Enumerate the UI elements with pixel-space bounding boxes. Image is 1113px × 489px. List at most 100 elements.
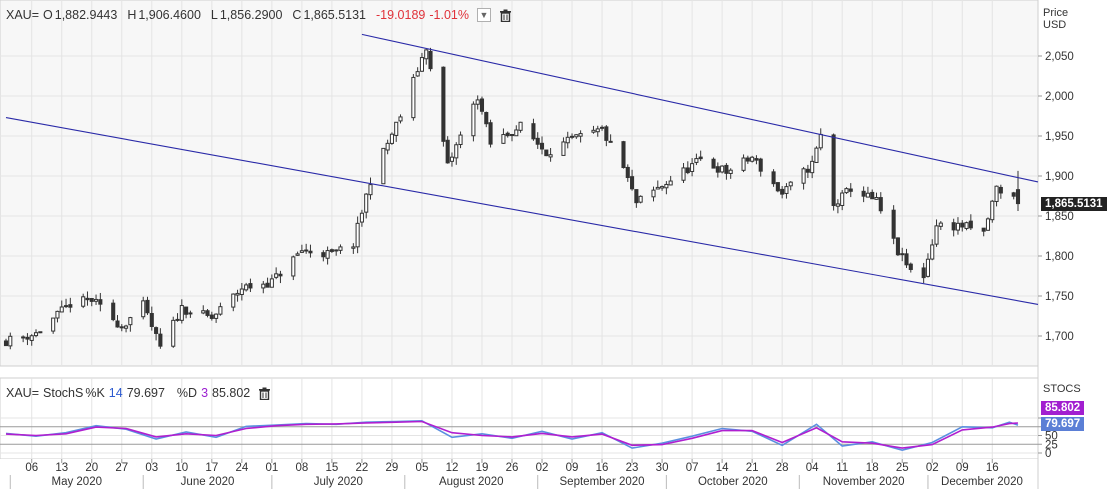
candle-down	[539, 142, 545, 150]
candle-up	[21, 336, 26, 339]
candle-up	[128, 317, 133, 326]
candle-up	[274, 273, 279, 278]
stoch-d-value: 85.802	[212, 386, 251, 400]
symbol-label: XAU=	[6, 8, 40, 22]
candle-up	[59, 306, 64, 313]
price-tick-label: 1,950	[1045, 131, 1074, 143]
candle-down	[25, 336, 30, 340]
x-day-label: 17	[205, 462, 218, 474]
candle-down	[895, 237, 900, 256]
candle-down	[304, 249, 309, 252]
candle-down	[488, 122, 493, 145]
x-month-label: September 2020	[560, 476, 645, 488]
high-value: 1,906.4600	[138, 8, 201, 22]
candle-up	[94, 298, 99, 302]
x-day-label: 19	[476, 462, 489, 474]
price-tick-label: 2,050	[1045, 51, 1074, 63]
candle-up	[835, 203, 840, 207]
candle-up	[810, 160, 815, 174]
candle-down	[1011, 192, 1016, 197]
candle-down	[89, 297, 94, 302]
trash-icon[interactable]	[258, 387, 271, 400]
candle-down	[711, 158, 716, 169]
candle-down	[805, 168, 810, 173]
candle-up	[449, 156, 455, 162]
x-day-label: 22	[356, 462, 369, 474]
candle-down	[780, 188, 785, 195]
candle-down	[861, 190, 866, 197]
x-month-label: June 2020	[181, 476, 235, 488]
candle-down	[441, 66, 446, 142]
candle-up	[844, 188, 849, 194]
x-day-label: 24	[235, 462, 248, 474]
stoch-d-line	[5, 420, 1019, 449]
candle-up	[574, 134, 579, 138]
candle-down	[998, 186, 1003, 194]
candle-up	[235, 292, 240, 296]
candle-down	[145, 299, 150, 314]
candle-up	[201, 310, 206, 314]
price-tick-label: 1,700	[1045, 331, 1074, 343]
candle-up	[660, 186, 665, 189]
x-day-label: 21	[746, 462, 759, 474]
x-day-label: 11	[836, 462, 848, 474]
x-month-label: December 2020	[941, 476, 1023, 488]
candle-down	[329, 249, 334, 252]
x-day-label: 18	[866, 462, 879, 474]
price-tick-label: 1,900	[1045, 171, 1074, 183]
price-axis-title: Price USD	[1043, 7, 1068, 31]
candle-up	[934, 225, 939, 245]
candle-down	[149, 313, 154, 327]
candle-down	[479, 98, 485, 112]
trash-icon[interactable]	[499, 9, 512, 22]
candle-down	[98, 299, 103, 305]
candle-up	[578, 133, 583, 137]
candle-up	[398, 116, 403, 122]
channel-line-upper	[361, 33, 1039, 183]
candle-up	[668, 180, 673, 186]
x-day-label: 02	[926, 462, 939, 474]
candle-up	[424, 49, 429, 60]
price-axis-title-line2: USD	[1043, 19, 1067, 31]
stoch-d-tag: 85.802	[1041, 401, 1085, 415]
high-label: H	[127, 8, 137, 22]
candle-down	[119, 326, 124, 329]
candle-down	[428, 50, 433, 70]
candle-up	[900, 253, 905, 256]
candle-up	[325, 250, 330, 259]
candle-up	[239, 288, 244, 296]
candle-up	[214, 313, 219, 319]
candle-down	[870, 191, 875, 200]
candle-down	[3, 340, 9, 347]
candle-down	[321, 252, 326, 258]
candle-up	[720, 165, 725, 173]
candle-up	[595, 128, 600, 133]
candle-up	[419, 57, 424, 72]
x-day-label: 01	[265, 462, 278, 474]
stoch-tick-label: 0	[1045, 448, 1051, 460]
x-month-label: August 2020	[439, 476, 504, 488]
chevron-down-icon[interactable]: ▼	[476, 8, 491, 22]
candle-down	[531, 123, 536, 140]
candle-up	[664, 183, 669, 189]
x-day-label: 09	[956, 462, 969, 474]
candle-down	[484, 111, 489, 125]
stoch-k-period: 14	[108, 386, 123, 400]
candle-up	[801, 168, 806, 184]
candle-up	[750, 156, 755, 162]
x-day-label: 13	[55, 462, 68, 474]
candle-down	[265, 282, 270, 288]
price-axis-title-line1: Price	[1043, 7, 1069, 19]
candle-down	[600, 126, 605, 129]
candle-up	[930, 244, 935, 260]
candle-up	[938, 222, 943, 227]
candle-up	[63, 305, 69, 308]
candle-down	[908, 263, 913, 270]
candle-up	[411, 76, 416, 119]
candle-down	[960, 222, 965, 228]
candle-up	[334, 249, 339, 252]
candle-up	[188, 312, 193, 315]
candle-up	[295, 253, 300, 256]
